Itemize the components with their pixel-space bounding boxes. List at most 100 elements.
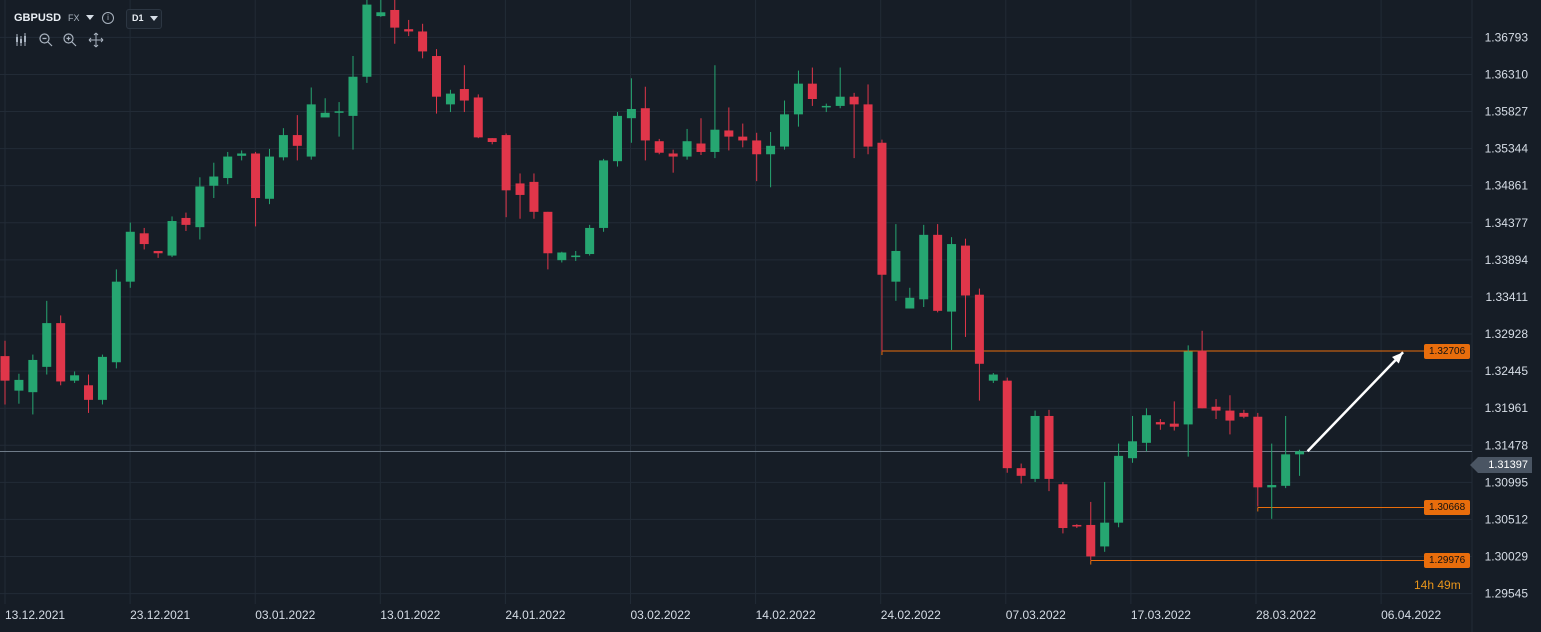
- candle: [960, 238, 970, 337]
- candle: [1225, 395, 1235, 435]
- candle-body: [835, 96, 845, 106]
- x-tick-label: 03.02.2022: [631, 608, 691, 622]
- zoom-out-icon[interactable]: [38, 32, 54, 48]
- candle: [390, 0, 400, 44]
- candle: [125, 222, 135, 288]
- candle: [306, 87, 316, 160]
- y-tick-label: 1.36310: [1485, 67, 1529, 81]
- candle: [251, 151, 261, 227]
- candle-body: [1239, 412, 1249, 417]
- candle-body: [1225, 410, 1235, 421]
- candle-body: [348, 76, 358, 116]
- candle: [947, 237, 957, 350]
- price-axis: 1.29545 1.30029 1.30512 1.30995 1.31478 1.319…: [1485, 30, 1529, 600]
- candle-body: [1114, 455, 1124, 523]
- symbol-dropdown-icon[interactable]: [86, 15, 94, 20]
- candle: [1155, 419, 1165, 430]
- candle: [668, 149, 678, 173]
- candle: [863, 84, 873, 155]
- candle-body: [974, 294, 984, 364]
- candle: [543, 211, 553, 270]
- candle: [487, 138, 497, 145]
- candle: [432, 49, 442, 114]
- y-tick-label: 1.31478: [1485, 438, 1529, 452]
- y-tick-label: 1.35827: [1485, 105, 1529, 119]
- zoom-in-icon[interactable]: [62, 32, 78, 48]
- candle-body: [28, 359, 38, 393]
- y-tick-label: 1.34861: [1485, 179, 1529, 193]
- y-tick-label: 1.33894: [1485, 253, 1529, 267]
- candle: [1086, 501, 1096, 561]
- candle-body: [487, 138, 497, 142]
- candle: [877, 139, 887, 352]
- candle-body: [1030, 415, 1040, 479]
- candle: [738, 123, 748, 148]
- candle-body: [125, 231, 135, 282]
- candle: [974, 288, 984, 401]
- candle: [1211, 399, 1221, 420]
- x-tick-label: 23.12.2021: [130, 608, 190, 622]
- candle-body: [1086, 524, 1096, 557]
- y-tick-label: 1.32928: [1485, 327, 1529, 341]
- timeframe-selector[interactable]: D1: [126, 9, 162, 29]
- candle-body: [167, 221, 177, 256]
- candle-body: [1169, 423, 1179, 427]
- candlestick-type-icon[interactable]: [14, 32, 30, 48]
- candle: [14, 373, 24, 404]
- y-tick-label: 1.30029: [1485, 549, 1529, 563]
- pan-crosshair-icon[interactable]: [88, 32, 104, 48]
- candle: [223, 151, 233, 185]
- candle: [376, 0, 386, 17]
- candle: [459, 65, 469, 113]
- info-icon[interactable]: i: [102, 12, 114, 24]
- candle-body: [696, 143, 706, 152]
- x-tick-label: 03.01.2022: [255, 608, 315, 622]
- x-tick-label: 07.03.2022: [1006, 608, 1066, 622]
- candle-body: [14, 379, 24, 391]
- candle-body: [376, 12, 386, 17]
- candle-body: [752, 140, 762, 155]
- candle-body: [543, 211, 553, 254]
- candle-body: [947, 244, 957, 312]
- y-tick-label: 1.29545: [1485, 587, 1529, 601]
- candle: [501, 133, 511, 218]
- candle: [529, 173, 539, 219]
- candle: [97, 354, 107, 405]
- current-price-tag: 1.31397: [1470, 457, 1532, 473]
- candle: [710, 65, 720, 159]
- candle: [654, 138, 664, 155]
- candles: [0, 0, 1305, 561]
- candle-body: [418, 31, 428, 52]
- candle: [139, 227, 149, 250]
- candle-body: [710, 129, 720, 152]
- level-price-tag: 1.30668: [1424, 499, 1471, 515]
- candle: [334, 102, 344, 137]
- candle-body: [1281, 454, 1291, 486]
- candle: [1100, 481, 1110, 552]
- candle-body: [501, 135, 511, 191]
- candle-body: [251, 153, 261, 199]
- candle-body: [682, 141, 692, 157]
- candle-body: [738, 136, 748, 141]
- candle: [70, 371, 80, 383]
- candle-body: [42, 323, 52, 367]
- candle-body: [640, 108, 650, 141]
- y-tick-label: 1.30512: [1485, 512, 1529, 526]
- candle-body: [1295, 451, 1305, 455]
- candle: [320, 98, 330, 118]
- x-tick-label: 24.01.2022: [505, 608, 565, 622]
- candle: [42, 300, 52, 375]
- candle: [1239, 409, 1249, 419]
- x-tick-label: 14.02.2022: [756, 608, 816, 622]
- candle: [1281, 415, 1291, 489]
- candle: [28, 354, 38, 415]
- candle: [1197, 330, 1207, 409]
- candle-body: [1267, 485, 1277, 488]
- y-tick-label: 1.32445: [1485, 364, 1529, 378]
- x-tick-label: 13.01.2022: [380, 608, 440, 622]
- candle-countdown: 14h 49m: [1414, 578, 1461, 592]
- symbol-label[interactable]: GBPUSD: [14, 12, 62, 24]
- candle: [1002, 377, 1012, 473]
- candle: [640, 86, 650, 161]
